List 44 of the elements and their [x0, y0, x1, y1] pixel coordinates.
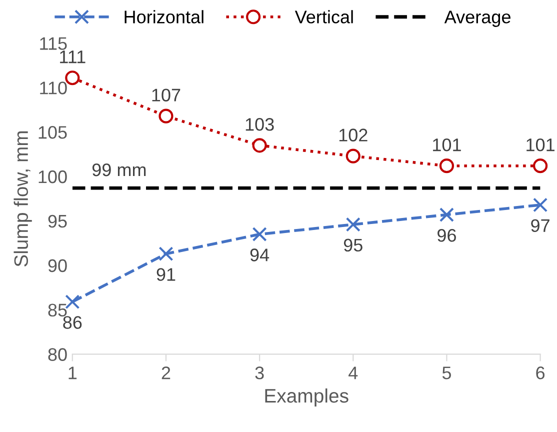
- x-axis-title: Examples: [265, 388, 348, 407]
- data-label: 111: [60, 50, 86, 64]
- point: [439, 207, 454, 222]
- x-tick-label: 5: [442, 366, 451, 380]
- point: [158, 246, 174, 262]
- point: [532, 158, 548, 174]
- data-label: 101: [526, 138, 554, 152]
- x-tick-label: 6: [536, 366, 545, 380]
- data-label: 86: [63, 316, 82, 329]
- data-label: 97: [531, 219, 550, 232]
- legend-label: Horizontal: [124, 10, 204, 24]
- point: [346, 148, 360, 164]
- legend-label: Average: [444, 10, 510, 27]
- point: [439, 158, 454, 174]
- y-tick-label: 80: [48, 348, 67, 361]
- x-tick-label: 1: [68, 366, 77, 380]
- x-tick-label: 3: [255, 366, 264, 380]
- point: [65, 70, 80, 86]
- annotation: 99 mm: [92, 163, 146, 176]
- point: [65, 294, 80, 310]
- y-tick-label: 115: [40, 37, 67, 50]
- point: [532, 198, 548, 212]
- x-tick-label: 2: [162, 366, 170, 380]
- data-label: 102: [339, 128, 368, 142]
- data-label: 101: [433, 138, 461, 152]
- legend-label: Vertical: [294, 10, 353, 24]
- point: [346, 217, 360, 232]
- data-label: 96: [438, 229, 456, 242]
- y-tick-label: 85: [48, 304, 67, 317]
- x-tick-label: 4: [348, 366, 358, 380]
- y-axis-title: Slump flow, mm: [14, 131, 32, 266]
- point: [252, 226, 267, 242]
- y-tick-label: 90: [48, 259, 67, 272]
- data-label: 103: [246, 118, 274, 131]
- point: [158, 108, 174, 124]
- y-tick-label: 110: [40, 82, 67, 94]
- y-tick-label: 95: [48, 214, 67, 228]
- data-label: 107: [152, 88, 180, 102]
- data-label: 95: [344, 238, 362, 252]
- data-label: 91: [156, 268, 176, 281]
- point: [252, 138, 267, 153]
- y-tick-label: 100: [38, 170, 67, 184]
- y-tick-label: 105: [38, 126, 67, 139]
- data-label: 94: [250, 248, 270, 262]
